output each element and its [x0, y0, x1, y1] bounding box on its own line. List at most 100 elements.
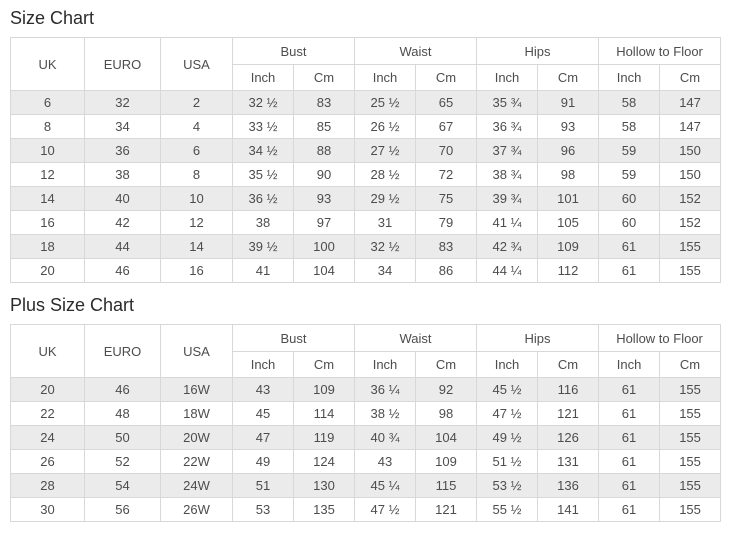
table-cell: 83	[415, 234, 478, 259]
table-cell: 121	[415, 497, 478, 522]
table-cell: 155	[659, 497, 722, 522]
table-cell: 48	[84, 401, 161, 426]
table-cell: 91	[537, 90, 600, 115]
table-cell: 88	[292, 138, 356, 163]
table-cell: 52	[84, 449, 161, 474]
table-cell: 40 ¾	[354, 425, 417, 450]
table-cell: 30	[10, 497, 85, 522]
column-header-waist-inch: Inch	[354, 64, 417, 91]
table-cell: 105	[537, 210, 600, 235]
column-header-hips-inch: Inch	[476, 64, 539, 91]
table-cell: 86	[415, 258, 478, 283]
table-cell: 61	[598, 377, 661, 402]
column-header-bust-cm: Cm	[292, 64, 356, 91]
table-cell: 45	[232, 401, 294, 426]
table-cell: 98	[537, 162, 600, 187]
table-cell: 38	[84, 162, 161, 187]
table-cell: 43	[232, 377, 294, 402]
header-group-row: UK EURO USA Bust Waist Hips Hollow to Fl…	[10, 37, 722, 91]
table-cell: 61	[598, 497, 661, 522]
table-cell: 26	[10, 449, 85, 474]
table-cell: 35 ½	[232, 162, 294, 187]
table-cell: 109	[292, 377, 356, 402]
table-cell: 46	[84, 377, 161, 402]
table-cell: 136	[537, 473, 600, 498]
table-cell: 46	[84, 258, 161, 283]
column-header-waist-cm: Cm	[415, 64, 478, 91]
table-cell: 26W	[160, 497, 233, 522]
table-cell: 39 ¾	[476, 186, 539, 211]
table-cell: 38 ½	[354, 401, 417, 426]
column-group-hollow-to-floor: Hollow to Floor	[598, 37, 722, 65]
table-cell: 97	[292, 210, 356, 235]
table-cell: 155	[659, 258, 722, 283]
table-row: 16 42 12 38 97 31 79 41 ¼ 105 60 152	[10, 210, 722, 235]
table-cell: 104	[415, 425, 478, 450]
column-group-bust: Bust	[231, 37, 356, 65]
table-cell: 131	[537, 449, 600, 474]
table-cell: 36	[84, 138, 161, 163]
table-cell: 93	[292, 186, 356, 211]
table-cell: 18	[10, 234, 85, 259]
table-row: 8 34 4 33 ½ 85 26 ½ 67 36 ¾ 93 58 147	[10, 114, 722, 139]
table-cell: 27 ½	[354, 138, 417, 163]
table-cell: 10	[10, 138, 85, 163]
table-cell: 150	[659, 162, 722, 187]
table-cell: 126	[537, 425, 600, 450]
column-header-hollow-cm: Cm	[659, 351, 722, 378]
table-cell: 8	[160, 162, 233, 187]
table-cell: 20	[10, 377, 85, 402]
table-cell: 61	[598, 234, 661, 259]
table-cell: 34	[84, 114, 161, 139]
header-unit-row: Inch Cm Inch Cm Inch Cm Inch Cm	[11, 351, 722, 378]
size-chart-header: UK EURO USA Bust Waist Hips Hollow to Fl…	[10, 37, 722, 91]
plus-size-chart-header: UK EURO USA Bust Waist Hips Hollow to Fl…	[10, 324, 722, 378]
table-cell: 8	[10, 114, 85, 139]
table-cell: 155	[659, 449, 722, 474]
table-cell: 14	[160, 234, 233, 259]
column-group-hollow-to-floor: Hollow to Floor	[598, 324, 722, 352]
table-cell: 29 ½	[354, 186, 417, 211]
table-row: 20 46 16 41 104 34 86 44 ¼ 112 61 155	[10, 258, 722, 283]
table-cell: 79	[415, 210, 478, 235]
table-cell: 147	[659, 90, 722, 115]
table-cell: 83	[292, 90, 356, 115]
table-cell: 72	[415, 162, 478, 187]
table-cell: 35 ¾	[476, 90, 539, 115]
table-cell: 61	[598, 449, 661, 474]
table-cell: 61	[598, 401, 661, 426]
table-cell: 45 ¼	[354, 473, 417, 498]
table-row: 30 56 26W 53 135 47 ½ 121 55 ½ 141 61 155	[10, 497, 722, 522]
table-cell: 130	[292, 473, 356, 498]
column-header-euro: EURO	[84, 324, 161, 378]
table-cell: 147	[659, 114, 722, 139]
table-cell: 16	[10, 210, 85, 235]
table-cell: 109	[537, 234, 600, 259]
table-cell: 92	[415, 377, 478, 402]
column-group-waist: Waist	[354, 37, 478, 65]
table-cell: 16	[160, 258, 233, 283]
table-cell: 61	[598, 425, 661, 450]
table-row: 22 48 18W 45 114 38 ½ 98 47 ½ 121 61 155	[10, 401, 722, 426]
size-chart-body: 6 32 2 32 ½ 83 25 ½ 65 35 ¾ 91 58 147 8 34 4 33 ½ 85 26 …	[10, 90, 722, 283]
table-cell: 38 ¾	[476, 162, 539, 187]
table-cell: 124	[292, 449, 356, 474]
plus-size-chart-body: 20 46 16W 43 109 36 ¼ 92 45 ½ 116 61 155 22 48 18W 45 1…	[10, 377, 722, 522]
table-cell: 150	[659, 138, 722, 163]
table-cell: 155	[659, 377, 722, 402]
column-header-bust-inch: Inch	[232, 351, 294, 378]
table-cell: 51 ½	[476, 449, 539, 474]
table-cell: 59	[598, 162, 661, 187]
table-cell: 115	[415, 473, 478, 498]
table-cell: 22	[10, 401, 85, 426]
table-cell: 155	[659, 425, 722, 450]
table-cell: 155	[659, 401, 722, 426]
table-cell: 49	[232, 449, 294, 474]
table-cell: 6	[160, 138, 233, 163]
column-header-bust-cm: Cm	[292, 351, 356, 378]
table-cell: 93	[537, 114, 600, 139]
table-cell: 44	[84, 234, 161, 259]
table-cell: 32 ½	[354, 234, 417, 259]
table-cell: 96	[537, 138, 600, 163]
table-cell: 114	[292, 401, 356, 426]
